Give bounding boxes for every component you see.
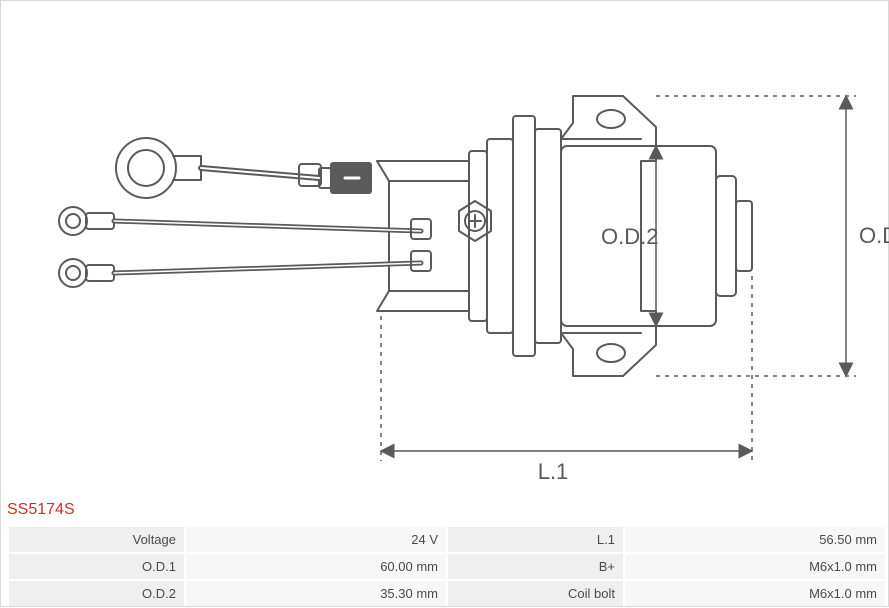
spec-value: M6x1.0 mm bbox=[625, 581, 885, 606]
spec-key: L.1 bbox=[448, 527, 623, 552]
diagram-svg: O.D.1 O.D.2 L.1 bbox=[1, 1, 889, 498]
spec-value: 56.50 mm bbox=[625, 527, 885, 552]
spec-value: M6x1.0 mm bbox=[625, 554, 885, 579]
spec-value: 60.00 mm bbox=[186, 554, 446, 579]
dim-label-od1: O.D.1 bbox=[859, 223, 889, 248]
part-number: SS5174S bbox=[7, 501, 75, 519]
dim-label-l1: L.1 bbox=[538, 459, 569, 484]
spec-key: O.D.1 bbox=[9, 554, 184, 579]
spec-table: Voltage 24 V L.1 56.50 mm O.D.1 60.00 mm… bbox=[7, 525, 887, 608]
table-row: O.D.1 60.00 mm B+ M6x1.0 mm bbox=[9, 554, 885, 579]
spec-key: O.D.2 bbox=[9, 581, 184, 606]
spec-value: 35.30 mm bbox=[186, 581, 446, 606]
spec-key: B+ bbox=[448, 554, 623, 579]
page-root: O.D.1 O.D.2 L.1 SS5174S Voltage 24 V L.1… bbox=[0, 0, 889, 607]
spec-key: Coil bolt bbox=[448, 581, 623, 606]
table-row: O.D.2 35.30 mm Coil bolt M6x1.0 mm bbox=[9, 581, 885, 606]
spec-value: 24 V bbox=[186, 527, 446, 552]
spec-key: Voltage bbox=[9, 527, 184, 552]
spec-tbody: Voltage 24 V L.1 56.50 mm O.D.1 60.00 mm… bbox=[9, 527, 885, 606]
table-row: Voltage 24 V L.1 56.50 mm bbox=[9, 527, 885, 552]
technical-diagram: O.D.1 O.D.2 L.1 bbox=[1, 1, 889, 498]
dim-label-od2: O.D.2 bbox=[601, 224, 658, 249]
